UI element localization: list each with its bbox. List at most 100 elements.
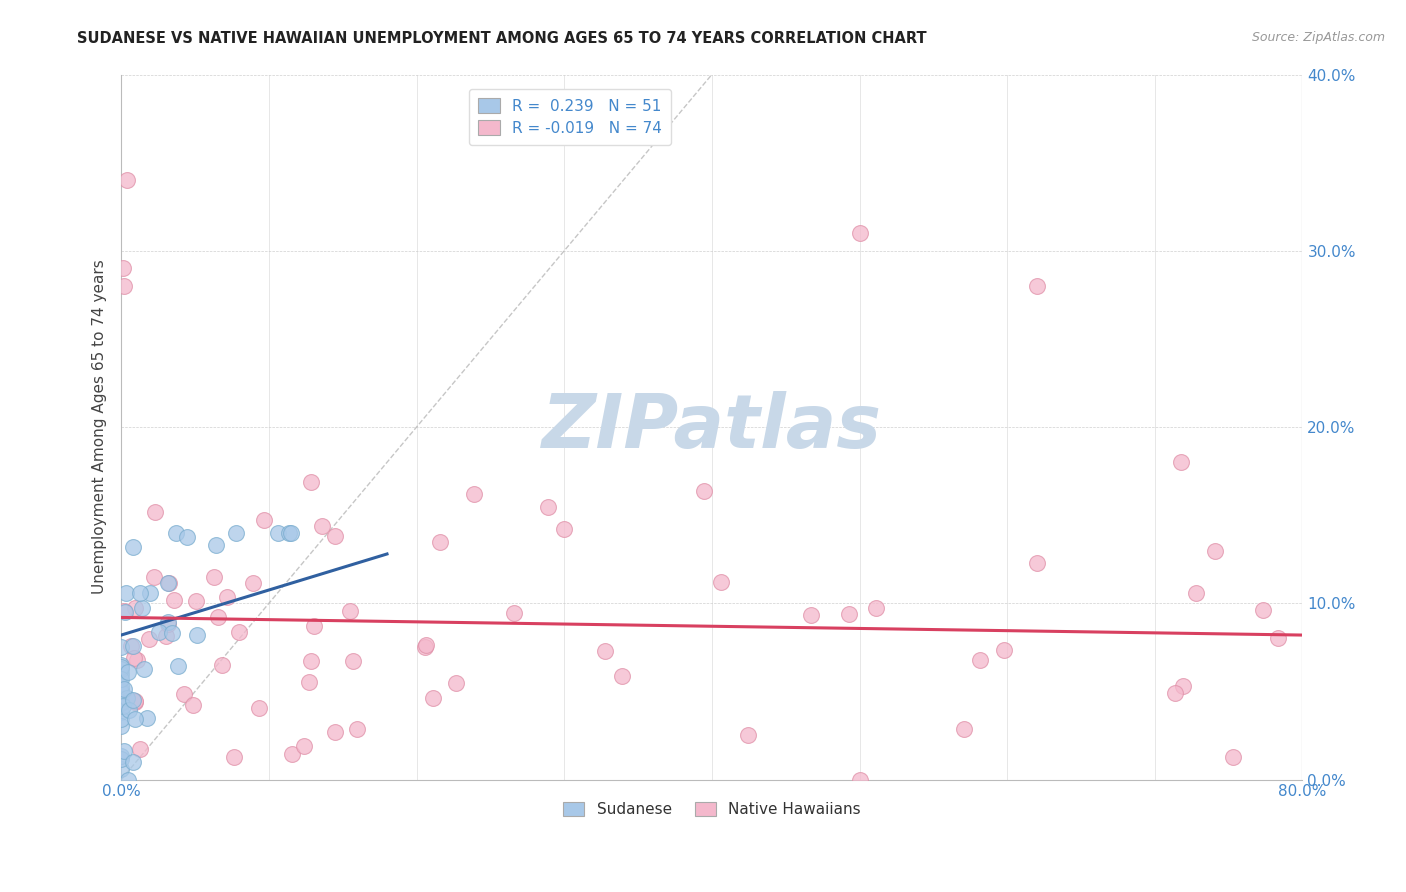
Point xyxy=(110,684,132,698)
Point xyxy=(110,719,132,733)
Point xyxy=(124,601,146,615)
Point xyxy=(166,658,188,673)
Point xyxy=(125,653,148,667)
Point xyxy=(1170,455,1192,469)
Point xyxy=(217,590,239,604)
Point xyxy=(302,619,325,633)
Point xyxy=(1185,586,1208,600)
Point xyxy=(134,661,156,675)
Point xyxy=(1164,686,1187,700)
Point xyxy=(207,610,229,624)
Point xyxy=(202,570,225,584)
Point xyxy=(610,669,633,683)
Point xyxy=(124,695,146,709)
Point xyxy=(148,624,170,639)
Point xyxy=(413,640,436,654)
Point xyxy=(277,525,299,540)
Point xyxy=(415,638,437,652)
Point xyxy=(112,744,135,758)
Point xyxy=(848,772,870,787)
Point xyxy=(865,600,887,615)
Point xyxy=(110,712,132,726)
Point xyxy=(110,683,132,698)
Text: ZIPatlas: ZIPatlas xyxy=(541,391,882,464)
Point xyxy=(121,755,143,769)
Point xyxy=(110,762,132,776)
Point xyxy=(176,530,198,544)
Point xyxy=(693,483,716,498)
Point xyxy=(110,748,132,763)
Point xyxy=(281,747,304,761)
Point xyxy=(139,585,162,599)
Point xyxy=(186,628,208,642)
Point xyxy=(969,653,991,667)
Point xyxy=(120,639,142,653)
Point xyxy=(111,261,134,276)
Point xyxy=(156,575,179,590)
Point xyxy=(323,725,346,739)
Point xyxy=(1171,679,1194,693)
Point xyxy=(157,616,180,631)
Point xyxy=(339,604,361,618)
Point xyxy=(110,658,132,673)
Point xyxy=(247,701,270,715)
Point xyxy=(323,528,346,542)
Point xyxy=(122,639,145,653)
Point xyxy=(537,500,560,514)
Point xyxy=(1253,603,1275,617)
Point xyxy=(993,643,1015,657)
Point xyxy=(422,690,444,705)
Point xyxy=(110,695,132,709)
Point xyxy=(138,632,160,646)
Legend: Sudanese, Native Hawaiians: Sudanese, Native Hawaiians xyxy=(555,794,869,825)
Point xyxy=(1025,279,1047,293)
Point xyxy=(110,666,132,681)
Point xyxy=(110,684,132,698)
Point xyxy=(1204,544,1226,558)
Point xyxy=(211,658,233,673)
Point xyxy=(267,525,290,540)
Point xyxy=(129,742,152,756)
Point xyxy=(117,665,139,679)
Point xyxy=(110,692,132,706)
Y-axis label: Unemployment Among Ages 65 to 74 years: Unemployment Among Ages 65 to 74 years xyxy=(93,260,107,594)
Point xyxy=(181,698,204,713)
Point xyxy=(242,576,264,591)
Point xyxy=(156,615,179,630)
Point xyxy=(205,538,228,552)
Point xyxy=(115,691,138,706)
Point xyxy=(503,606,526,620)
Point xyxy=(110,662,132,676)
Point xyxy=(131,601,153,615)
Point xyxy=(1025,557,1047,571)
Point xyxy=(800,608,823,623)
Point xyxy=(444,676,467,690)
Text: Source: ZipAtlas.com: Source: ZipAtlas.com xyxy=(1251,31,1385,45)
Point xyxy=(429,534,451,549)
Point xyxy=(848,226,870,240)
Point xyxy=(136,711,159,725)
Point xyxy=(110,679,132,693)
Point xyxy=(280,525,302,540)
Point xyxy=(228,624,250,639)
Point xyxy=(953,722,976,736)
Point xyxy=(110,660,132,674)
Point xyxy=(117,772,139,787)
Point xyxy=(163,593,186,607)
Point xyxy=(173,687,195,701)
Point xyxy=(311,519,333,533)
Point xyxy=(129,586,152,600)
Point xyxy=(112,682,135,697)
Point xyxy=(838,607,860,621)
Point xyxy=(184,593,207,607)
Point xyxy=(346,722,368,736)
Point xyxy=(115,586,138,600)
Point xyxy=(122,651,145,665)
Point xyxy=(253,513,276,527)
Point xyxy=(162,626,184,640)
Point xyxy=(124,694,146,708)
Point xyxy=(110,640,132,654)
Point xyxy=(463,487,485,501)
Point xyxy=(112,699,135,714)
Point xyxy=(124,712,146,726)
